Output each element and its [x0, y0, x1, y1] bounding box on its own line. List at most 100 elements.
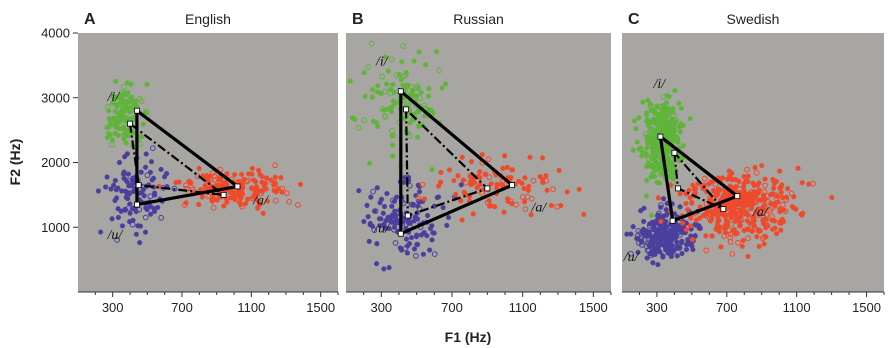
data-point — [779, 194, 785, 200]
data-point — [692, 185, 698, 191]
data-point — [810, 180, 816, 187]
data-point — [118, 89, 125, 96]
data-point — [680, 220, 686, 226]
data-point — [655, 247, 661, 254]
data-point — [666, 94, 672, 100]
data-point — [365, 214, 371, 220]
data-point — [392, 208, 398, 214]
data-point — [411, 58, 417, 64]
data-point — [744, 166, 750, 173]
data-point — [774, 193, 780, 199]
data-point — [356, 188, 362, 194]
data-point — [381, 113, 388, 119]
data-point — [745, 253, 751, 260]
data-point — [386, 225, 392, 232]
data-point — [715, 216, 721, 222]
data-point — [467, 173, 473, 179]
triangle-vertex — [234, 183, 241, 190]
data-point — [749, 228, 756, 234]
data-point — [669, 162, 675, 168]
data-point — [407, 120, 413, 126]
data-point — [522, 199, 528, 205]
data-point — [104, 174, 110, 180]
data-point — [677, 129, 683, 135]
panel-a: A English/i/ /u/ /a/300 700 1100 1500 — [78, 11, 339, 315]
data-point — [486, 174, 493, 181]
data-point — [429, 223, 435, 229]
data-point — [95, 188, 101, 194]
data-point — [644, 145, 650, 151]
data-point — [260, 210, 266, 216]
data-point — [144, 81, 150, 87]
data-point — [151, 208, 158, 214]
data-point — [122, 118, 128, 124]
data-point — [661, 233, 667, 240]
data-point — [443, 81, 449, 87]
data-point — [762, 182, 768, 189]
data-point — [650, 260, 656, 266]
data-point — [644, 247, 651, 254]
data-point — [384, 191, 390, 197]
data-point — [365, 64, 372, 70]
data-point — [658, 218, 664, 224]
data-point — [436, 67, 443, 74]
data-point — [272, 181, 278, 187]
data-point — [720, 175, 726, 181]
data-point — [668, 228, 674, 234]
data-point — [429, 167, 435, 173]
data-point — [645, 141, 651, 147]
data-point — [143, 109, 150, 115]
panel-title: English — [185, 11, 231, 27]
data-point — [112, 130, 118, 136]
vowel-label-i: /i/ — [106, 90, 120, 105]
data-point — [391, 198, 398, 204]
data-point — [421, 196, 427, 202]
data-point — [683, 227, 690, 233]
data-point — [120, 97, 126, 104]
y-axis-label: F2 (Hz) — [7, 139, 23, 186]
data-point — [772, 218, 778, 224]
data-point — [676, 232, 683, 238]
data-point — [414, 85, 421, 91]
data-point — [513, 201, 520, 208]
data-point — [636, 115, 642, 121]
data-point — [415, 109, 421, 115]
data-point — [737, 223, 743, 229]
data-point — [421, 102, 428, 109]
data-point — [753, 169, 760, 176]
data-point — [144, 207, 150, 213]
data-point — [284, 190, 290, 197]
data-point — [117, 126, 123, 132]
data-point — [800, 210, 806, 216]
x-tick-label: 1100 — [783, 300, 811, 315]
data-point — [420, 251, 426, 257]
data-point — [638, 239, 645, 245]
data-point — [374, 241, 380, 247]
data-point — [413, 253, 419, 259]
data-point — [414, 83, 421, 89]
data-point — [528, 212, 534, 218]
data-point — [171, 185, 178, 192]
panel-letter: C — [628, 11, 640, 28]
data-point — [181, 202, 188, 208]
data-point — [418, 89, 424, 96]
data-point — [684, 241, 690, 247]
data-point — [477, 182, 483, 188]
data-point — [750, 180, 756, 186]
x-tick-label: 1500 — [579, 300, 608, 315]
data-point — [798, 211, 805, 218]
data-point — [385, 68, 391, 74]
data-point — [663, 100, 670, 106]
data-point — [509, 167, 516, 173]
data-point — [690, 237, 696, 243]
data-point — [433, 49, 440, 55]
data-point — [138, 98, 145, 105]
data-point — [656, 180, 663, 186]
y-tick-label: 2000 — [41, 155, 70, 170]
data-point — [686, 187, 692, 193]
triangle-vertex — [397, 88, 404, 95]
data-point — [761, 241, 767, 247]
data-point — [651, 152, 657, 159]
data-point — [660, 109, 666, 115]
series-u — [624, 196, 703, 268]
